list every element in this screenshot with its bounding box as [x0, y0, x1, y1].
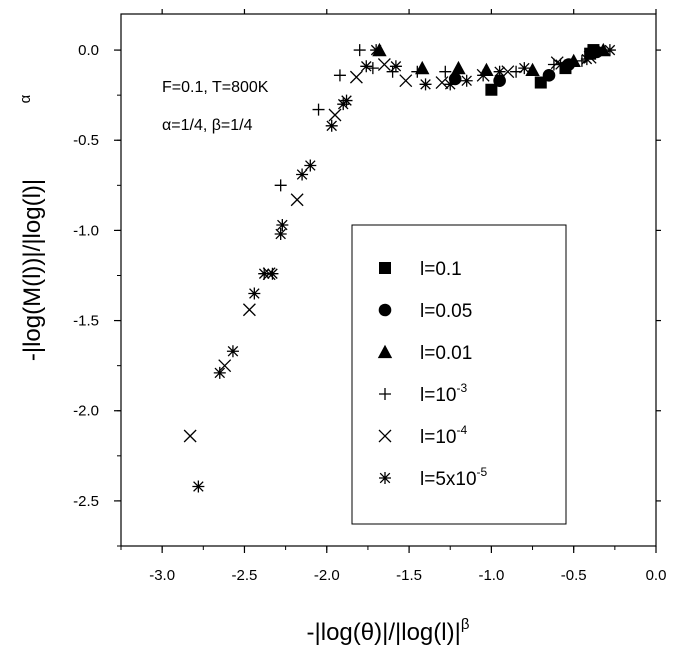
- x-tick-label: 0.0: [646, 567, 667, 584]
- x-tick-label: -3.0: [149, 567, 175, 584]
- legend-label-sup: -4: [456, 423, 467, 437]
- data-point-asterisk: [325, 119, 338, 132]
- data-point-asterisk: [460, 74, 473, 87]
- data-point-asterisk: [276, 218, 289, 231]
- legend-label-sup: -3: [456, 381, 467, 395]
- x-axis-title-base: -|log(θ)|/|log(l)|: [307, 619, 461, 646]
- data-point-x: [583, 50, 597, 64]
- legend-label: l=0.1: [420, 259, 462, 280]
- legend-marker-square: [379, 262, 391, 274]
- y-tick-label: 0.0: [78, 42, 99, 59]
- legend-marker-asterisk: [379, 472, 391, 484]
- data-point-x: [476, 68, 490, 82]
- data-point-asterisk: [370, 44, 383, 57]
- data-point-asterisk: [296, 168, 309, 181]
- legend-label: l=10-4: [420, 423, 467, 448]
- x-tick-label: -2.5: [232, 567, 258, 584]
- legend-label-base: l=10: [420, 385, 456, 406]
- data-point-asterisk: [340, 94, 353, 107]
- data-point-plus: [312, 103, 325, 116]
- annotation-line-1: F=0.1, T=800K: [162, 79, 269, 96]
- data-point-asterisk: [580, 53, 593, 66]
- legend-label-base: l=5x10: [420, 469, 477, 490]
- y-tick-label: -0.5: [73, 132, 99, 149]
- legend-label: l=10-3: [420, 381, 467, 406]
- data-point-asterisk: [192, 480, 205, 493]
- data-point-asterisk: [518, 62, 531, 75]
- data-point-x: [242, 303, 256, 317]
- legend-box: [351, 224, 567, 525]
- annotation-line-2: α=1/4, β=1/4: [162, 117, 253, 134]
- data-point-x: [290, 193, 304, 207]
- data-point-square: [485, 83, 498, 96]
- data-point-asterisk: [258, 267, 271, 280]
- data-point-asterisk: [360, 60, 373, 73]
- data-point-square: [534, 76, 547, 89]
- data-point-asterisk: [213, 366, 226, 379]
- data-point-triangle: [415, 60, 430, 75]
- x-axis-title: -|log(θ)|/|log(l)|β: [307, 616, 470, 646]
- y-axis-title-base: -|log(M(l))|/|log(l)|: [19, 179, 46, 361]
- y-tick-label: -1.0: [73, 222, 99, 239]
- x-tick-label: -1.5: [396, 567, 422, 584]
- data-point-plus: [439, 65, 452, 78]
- data-point-x: [328, 108, 342, 122]
- legend-label-base: l=0.05: [420, 301, 472, 322]
- data-point-x: [435, 76, 449, 89]
- data-point-plus: [353, 44, 366, 57]
- data-point-asterisk: [266, 267, 279, 280]
- y-tick-label: -2.5: [73, 493, 99, 510]
- data-point-asterisk: [554, 58, 567, 71]
- data-point-asterisk: [248, 287, 261, 300]
- x-tick-label: -2.0: [314, 567, 340, 584]
- y-axis-title-sup: α: [17, 94, 34, 103]
- axis-ticks: [114, 9, 661, 553]
- data-points: [183, 42, 616, 493]
- data-point-circle: [542, 69, 556, 82]
- legend-marker-x: [378, 429, 392, 443]
- legend-label-base: l=10: [420, 427, 456, 448]
- data-point-plus: [333, 69, 346, 82]
- legend-label-base: l=0.01: [420, 343, 472, 364]
- legend-label-base: l=0.1: [420, 259, 462, 280]
- legend-label: l=5x10-5: [420, 465, 488, 490]
- data-point-asterisk: [274, 228, 287, 241]
- data-point-x: [550, 56, 564, 70]
- y-tick-label: -1.5: [73, 313, 99, 330]
- legend-marker-plus: [379, 388, 391, 400]
- data-point-asterisk: [419, 78, 432, 91]
- data-point-x: [377, 58, 391, 71]
- data-point-triangle: [566, 53, 581, 68]
- data-point-plus: [411, 65, 424, 78]
- tick-labels: -3.0 -2.5 -2.0 -1.5 -1.0 -0.5 0.0 0.0 -0.5 -1.0 -1…: [73, 42, 666, 584]
- data-point-asterisk: [304, 159, 317, 172]
- data-point-asterisk: [493, 65, 506, 78]
- plot-frame: [120, 13, 657, 547]
- data-point-x: [183, 429, 197, 443]
- data-point-x: [218, 359, 232, 373]
- data-point-triangle: [451, 60, 466, 75]
- data-point-asterisk: [603, 44, 616, 57]
- legend-label-sup: -5: [477, 465, 488, 479]
- data-point-asterisk: [226, 345, 239, 358]
- legend: l=0.1l=0.05l=0.01l=10-3l=10-4l=5x10-5: [351, 224, 567, 525]
- data-point-plus: [386, 65, 399, 78]
- legend-label: l=0.05: [420, 301, 472, 322]
- x-axis-title-sup: β: [461, 616, 470, 633]
- legend-marker-circle: [378, 303, 392, 317]
- data-point-plus: [274, 179, 287, 192]
- x-tick-label: -0.5: [561, 567, 587, 584]
- y-axis-title: -|log(M(l))|/|log(l)|: [19, 179, 46, 361]
- legend-marker-triangle: [377, 344, 393, 359]
- y-tick-label: -2.0: [73, 403, 99, 420]
- data-point-x: [349, 70, 363, 84]
- data-point-asterisk: [444, 78, 457, 91]
- data-point-asterisk: [389, 60, 402, 73]
- legend-label: l=0.01: [420, 343, 472, 364]
- x-tick-label: -1.0: [478, 567, 504, 584]
- data-point-x: [399, 74, 413, 88]
